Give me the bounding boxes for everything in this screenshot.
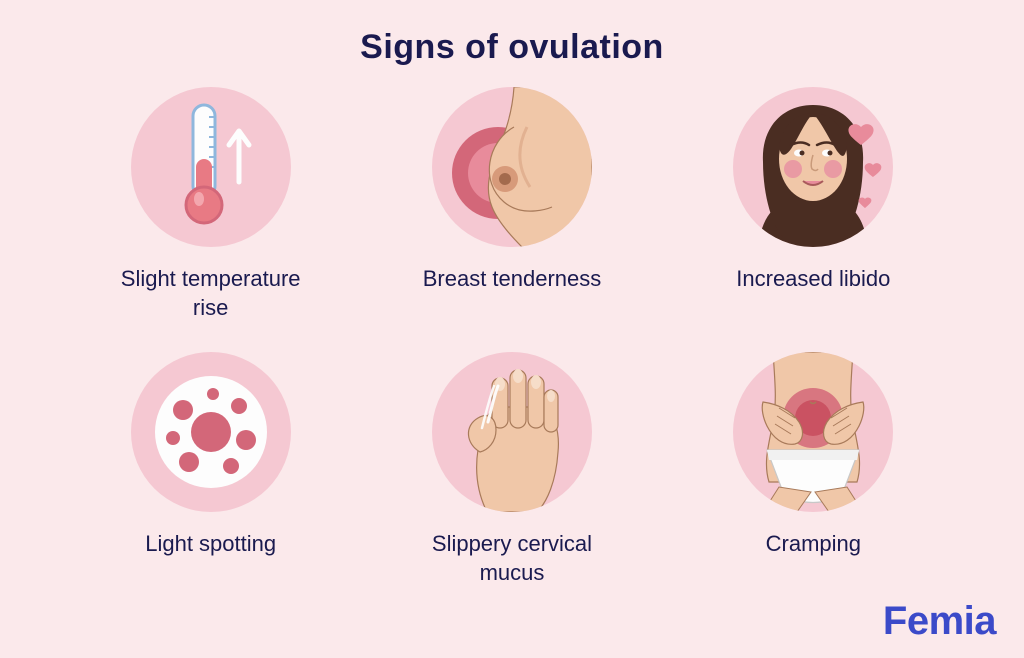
mucus-icon	[432, 352, 592, 512]
cramping-icon	[733, 352, 893, 512]
sign-label: Increased libido	[736, 265, 890, 294]
page-title: Signs of ovulation	[0, 0, 1024, 77]
breast-icon	[432, 87, 592, 247]
sign-temperature: Slight temperature rise	[80, 87, 341, 322]
signs-grid: Slight temperature rise Breast tendernes…	[0, 77, 1024, 587]
sign-label: Slippery cervical mucus	[402, 530, 622, 587]
sign-label: Light spotting	[145, 530, 276, 559]
sign-label: Cramping	[766, 530, 861, 559]
sign-mucus: Slippery cervical mucus	[381, 352, 642, 587]
sign-label: Slight temperature rise	[101, 265, 321, 322]
thermometer-icon	[131, 87, 291, 247]
libido-icon	[733, 87, 893, 247]
brand-logo: Femia	[883, 599, 996, 644]
sign-breast: Breast tenderness	[381, 87, 642, 322]
sign-label: Breast tenderness	[423, 265, 602, 294]
sign-cramping: Cramping	[683, 352, 944, 587]
sign-libido: Increased libido	[683, 87, 944, 322]
sign-spotting: Light spotting	[80, 352, 341, 587]
spotting-icon	[131, 352, 291, 512]
